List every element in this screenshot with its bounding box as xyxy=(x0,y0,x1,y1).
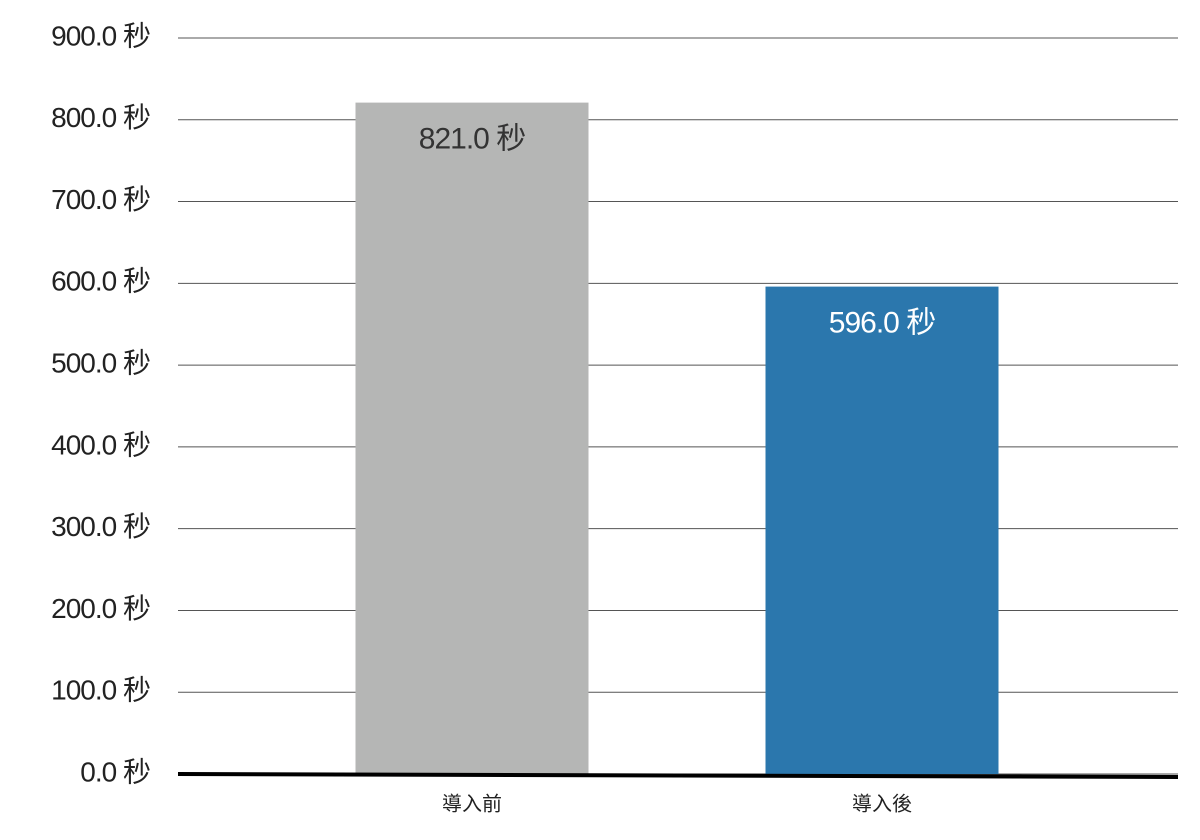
y-tick-label: 400.0 秒 xyxy=(51,429,150,460)
x-axis-line xyxy=(177,772,1179,779)
value-label: 821.0 秒 xyxy=(419,123,525,156)
value-label: 596.0 秒 xyxy=(829,307,935,340)
y-tick-label: 200.0 秒 xyxy=(51,593,150,624)
y-tick-label: 0.0 秒 xyxy=(80,756,150,787)
y-tick-label: 800.0 秒 xyxy=(51,102,150,133)
y-tick-label: 700.0 秒 xyxy=(51,184,150,215)
y-tick-label: 600.0 秒 xyxy=(51,266,150,297)
bar xyxy=(765,286,999,774)
x-tick-label: 導入後 xyxy=(852,792,912,815)
bar xyxy=(355,102,589,775)
y-tick-label: 300.0 秒 xyxy=(51,511,150,542)
y-tick-label: 500.0 秒 xyxy=(51,348,150,379)
x-tick-label: 導入前 xyxy=(442,792,502,815)
y-tick-label: 100.0 秒 xyxy=(51,675,150,706)
y-tick-label: 900.0 秒 xyxy=(51,20,150,51)
